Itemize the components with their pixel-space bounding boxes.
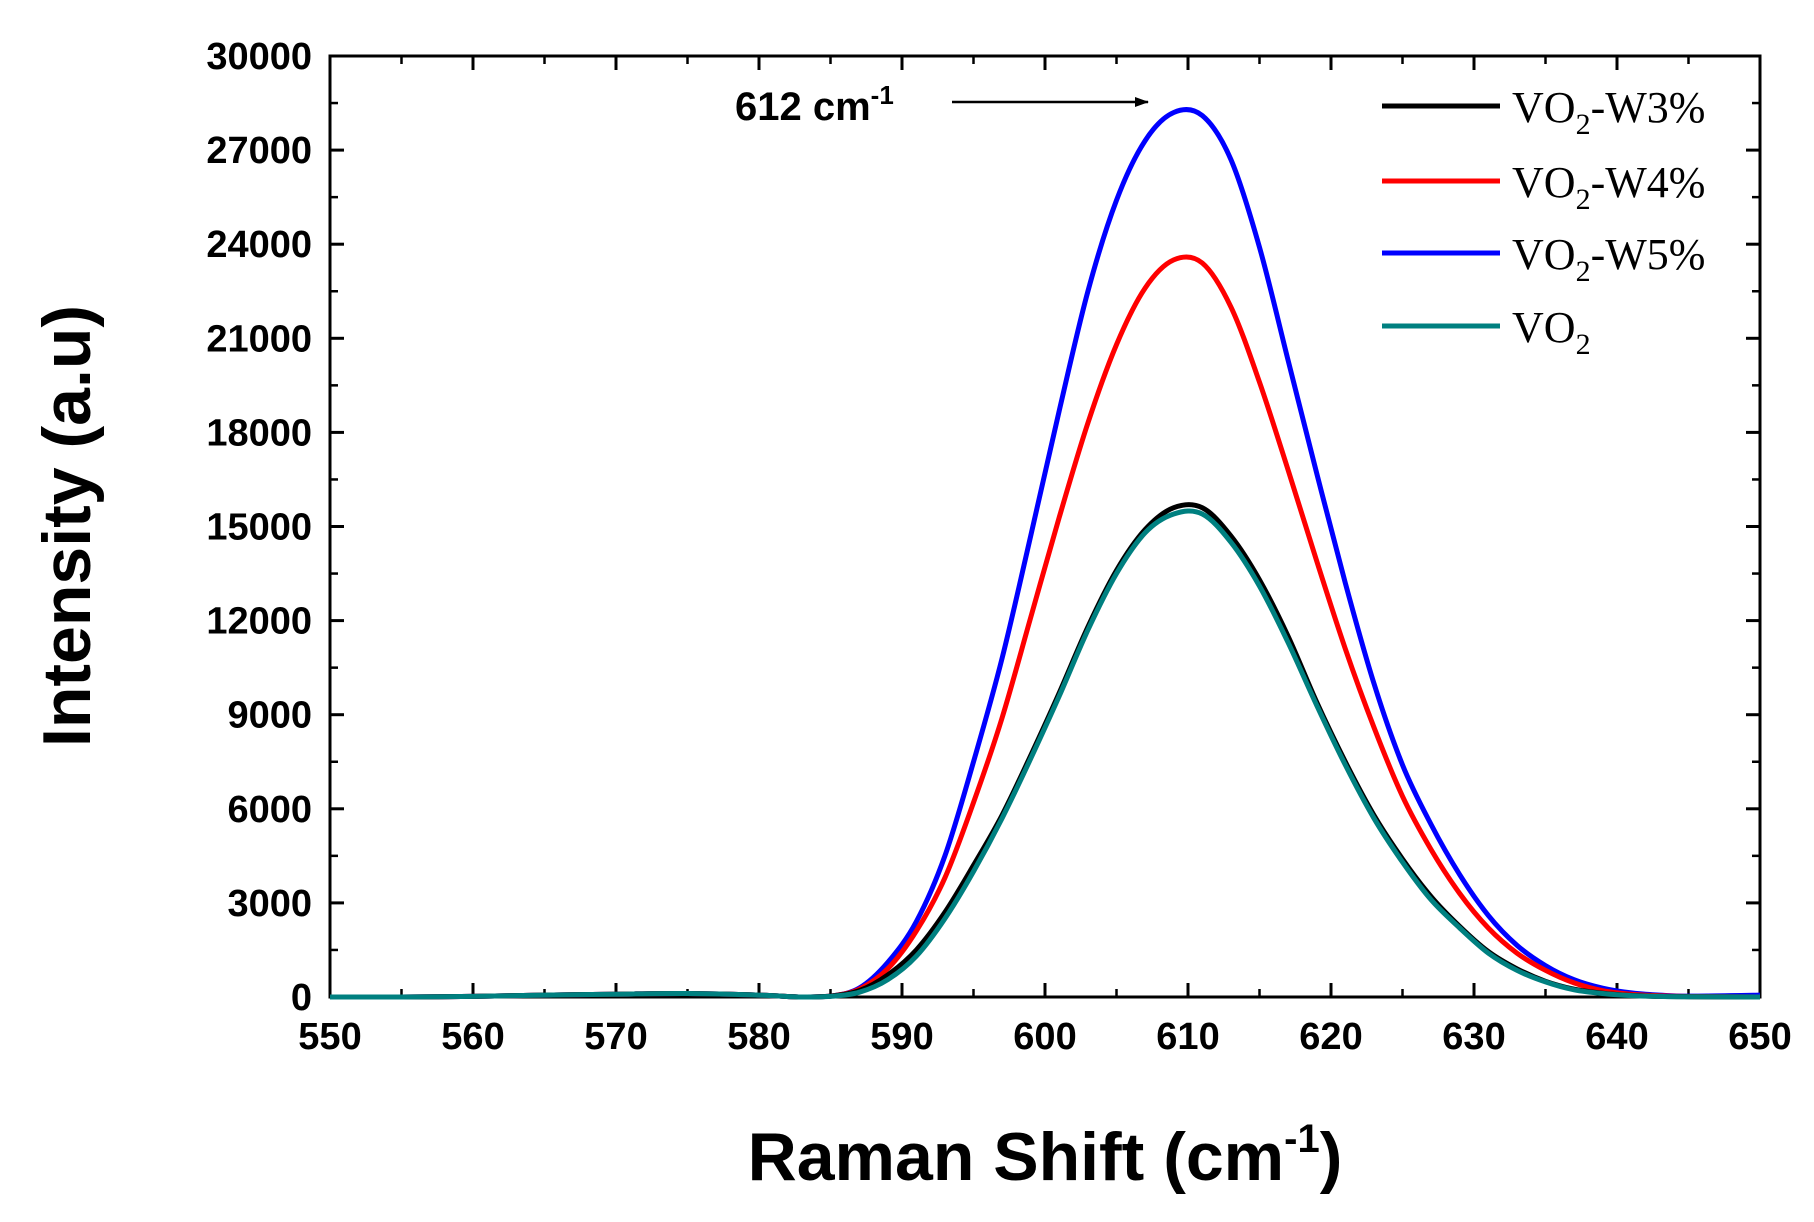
x-axis-title-main: Raman Shift (cm — [748, 1119, 1285, 1195]
x-tick-label: 640 — [1585, 1016, 1648, 1058]
y-tick-label: 9000 — [227, 695, 312, 737]
data-series — [329, 107, 1761, 1000]
y-tick-label: 0 — [291, 977, 312, 1019]
x-tick-label: 580 — [727, 1016, 790, 1058]
y-tick-label: 15000 — [206, 507, 312, 549]
x-tick-label: 650 — [1728, 1016, 1791, 1058]
x-tick-label: 610 — [1156, 1016, 1219, 1058]
y-tick-label: 18000 — [206, 412, 312, 454]
x-tick-label: 600 — [1013, 1016, 1076, 1058]
x-tick-label: 550 — [298, 1016, 361, 1058]
y-tick-label: 27000 — [206, 130, 312, 172]
legend: VO2-W3% VO2-W4% VO2-W5% VO2 — [1382, 83, 1705, 361]
x-axis: 550 560 570 580 590 600 610 620 630 640 650 — [298, 56, 1792, 1058]
x-tick-label: 620 — [1299, 1016, 1362, 1058]
series-line-vo2 — [329, 508, 1761, 1000]
y-tick-label: 6000 — [227, 789, 312, 831]
y-tick-label: 21000 — [206, 318, 312, 360]
series-line-vo2-w3- — [329, 502, 1761, 1000]
x-axis-title: Raman Shift (cm-1) — [748, 1117, 1343, 1195]
x-tick-label: 560 — [441, 1016, 504, 1058]
series-line-vo2-w4- — [329, 254, 1761, 1000]
y-tick-label: 3000 — [227, 883, 312, 925]
x-tick-label: 590 — [870, 1016, 933, 1058]
x-tick-label: 570 — [584, 1016, 647, 1058]
legend-label-vo2-w5: VO2-W5% — [1512, 230, 1705, 288]
peak-annotation-text: 612 cm — [735, 85, 871, 129]
y-axis: 0 3000 6000 9000 12000 15000 18000 21000 24000 27… — [206, 36, 1760, 1019]
y-tick-label: 30000 — [206, 36, 312, 78]
peak-annotation-label: 612 cm-1 — [735, 80, 894, 129]
legend-label-vo2-w3: VO2-W3% — [1512, 83, 1705, 141]
y-axis-title: Intensity (a.u) — [29, 305, 105, 747]
x-axis-title-sup: -1 — [1284, 1117, 1320, 1161]
legend-label-vo2-w4: VO2-W4% — [1512, 158, 1705, 216]
peak-annotation: 612 cm-1 — [735, 80, 1149, 129]
x-tick-label: 630 — [1442, 1016, 1505, 1058]
legend-label-vo2: VO2 — [1512, 303, 1591, 361]
y-tick-label: 12000 — [206, 601, 312, 643]
peak-annotation-sup: -1 — [871, 80, 894, 110]
x-axis-title-end: ) — [1320, 1119, 1343, 1195]
y-tick-label: 24000 — [206, 224, 312, 266]
